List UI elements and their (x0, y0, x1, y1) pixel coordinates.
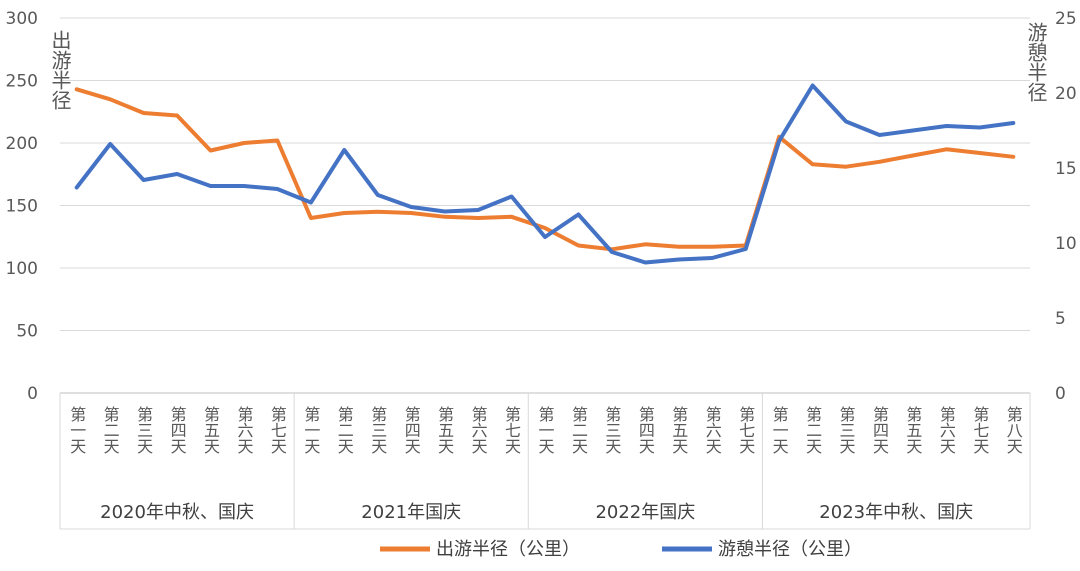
category-label: 第七天 (502, 406, 521, 454)
left-tick-label: 150 (6, 197, 38, 217)
category-label: 第八天 (1004, 406, 1023, 454)
category-label: 第五天 (903, 406, 922, 454)
category-label: 第二天 (101, 406, 120, 454)
left-tick-label: 50 (16, 322, 38, 342)
category-label: 第六天 (703, 406, 722, 454)
left-axis-ticks: 0 50 100 150 200 250 300 (6, 9, 38, 404)
group-label: 2021年国庆 (361, 502, 461, 523)
category-label: 第六天 (469, 406, 488, 454)
gridlines (60, 17, 1030, 394)
category-label: 第四天 (870, 406, 889, 454)
right-tick-label: 25 (1055, 9, 1077, 29)
legend-label: 出游半径（公里） (436, 539, 580, 560)
category-label: 第一天 (770, 406, 789, 454)
legend-label: 游憩半径（公里） (718, 539, 862, 560)
series-line (74, 87, 1016, 252)
category-label: 第一天 (536, 406, 555, 454)
left-tick-label: 250 (6, 72, 38, 92)
group-label: 2022年国庆 (595, 502, 695, 523)
right-tick-label: 5 (1055, 309, 1066, 329)
category-label: 第三天 (134, 406, 153, 454)
left-tick-label: 0 (27, 384, 38, 404)
category-label: 第二天 (803, 406, 822, 454)
category-labels: 第一天 第二天 第三天 第四天 第五天 第六天 第七天 第一天 第二天 第三天 第四天 第五天 第六天第… (67, 406, 1023, 454)
right-axis-title: 游憩半径 (1024, 22, 1048, 102)
category-label: 第七天 (268, 406, 287, 454)
left-tick-label: 100 (6, 259, 38, 279)
category-label: 第五天 (435, 406, 454, 454)
group-labels: 2020年中秋、国庆 2021年国庆 2022年国庆 2023年中秋、国庆 (59, 393, 1031, 530)
category-label: 第二天 (569, 406, 588, 454)
category-label: 第五天 (201, 406, 220, 454)
legend: 出游半径（公里） 游憩半径（公里） (380, 539, 862, 560)
left-axis-title: 出游半径 (48, 30, 72, 110)
category-label: 第一天 (301, 406, 320, 454)
category-label: 第七天 (736, 406, 755, 454)
series-line (74, 83, 1016, 265)
series-lines (74, 83, 1016, 265)
category-label: 第四天 (402, 406, 421, 454)
group-label: 2020年中秋、国庆 (100, 502, 254, 523)
right-tick-label: 20 (1055, 84, 1077, 104)
category-label: 第三天 (837, 406, 856, 454)
category-label: 第七天 (970, 406, 989, 454)
category-label: 第二天 (335, 406, 354, 454)
left-tick-label: 300 (6, 9, 38, 29)
category-label: 第六天 (234, 406, 253, 454)
category-label: 第三天 (368, 406, 387, 454)
category-label: 第四天 (168, 406, 187, 454)
left-tick-label: 200 (6, 134, 38, 154)
right-axis-ticks: 0 5 10 15 20 25 (1055, 9, 1077, 404)
right-tick-label: 10 (1055, 234, 1077, 254)
category-label: 第四天 (636, 406, 655, 454)
category-label: 第一天 (67, 406, 86, 454)
right-tick-label: 0 (1055, 384, 1066, 404)
group-label: 2023年中秋、国庆 (819, 502, 973, 523)
category-label: 第三天 (602, 406, 621, 454)
right-tick-label: 15 (1055, 159, 1077, 179)
category-label: 第五天 (669, 406, 688, 454)
category-label: 第六天 (937, 406, 956, 454)
